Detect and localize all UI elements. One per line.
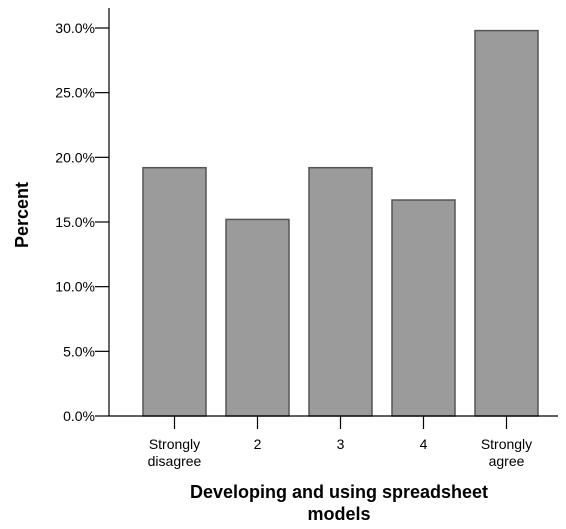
x-tick-label: 4: [420, 436, 428, 452]
bar: [308, 166, 373, 417]
y-tick-label: 5.0%: [63, 343, 95, 359]
y-tick-label: 25.0%: [55, 85, 95, 101]
y-tick-label: 30.0%: [55, 20, 95, 36]
bar: [225, 218, 290, 417]
x-tick-label: Strongly agree: [481, 436, 532, 469]
y-tick-label: 0.0%: [63, 408, 95, 424]
x-tick-label: Strongly disagree: [148, 436, 202, 469]
bar: [142, 166, 207, 417]
bars: [142, 29, 539, 417]
bar: [474, 29, 539, 417]
y-tick-label: 15.0%: [55, 214, 95, 230]
x-tick-label: 2: [254, 436, 262, 452]
y-axis-title: Percent: [12, 182, 32, 248]
x-tick-label: 3: [337, 436, 345, 452]
x-axis-title: Developing and using spreadsheet models: [190, 482, 488, 524]
y-tick-label: 20.0%: [55, 149, 95, 165]
y-tick-label: 10.0%: [55, 279, 95, 295]
y-axis: 0.0% 5.0% 10.0% 15.0% 20.0% 25.0% 30.0%: [55, 8, 110, 424]
x-axis: Strongly disagree 2 3 4 Strongly agree: [109, 415, 558, 469]
bar: [391, 199, 456, 417]
